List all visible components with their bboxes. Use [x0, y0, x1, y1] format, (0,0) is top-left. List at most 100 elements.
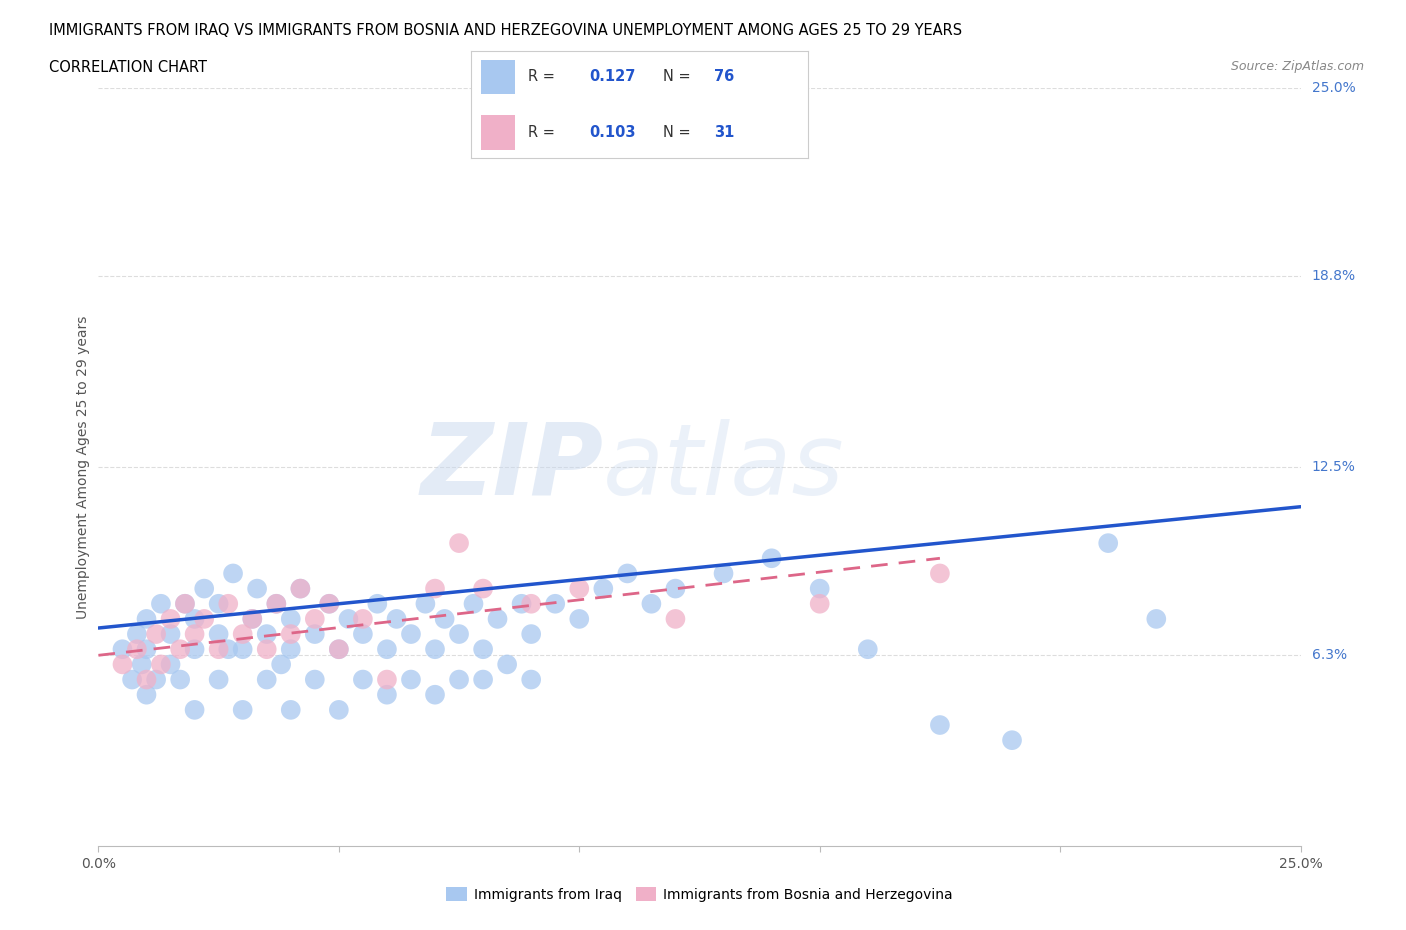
- Bar: [481, 115, 515, 150]
- Point: [183, 627, 205, 642]
- Point: [280, 642, 302, 657]
- Point: [544, 596, 567, 611]
- Point: [375, 672, 398, 687]
- Point: [266, 596, 288, 611]
- Point: [352, 672, 374, 687]
- Point: [640, 596, 662, 611]
- Point: [256, 672, 278, 687]
- Point: [1144, 612, 1167, 627]
- Point: [246, 581, 269, 596]
- Point: [592, 581, 614, 596]
- Point: [808, 596, 831, 611]
- Point: [280, 612, 302, 627]
- Point: [375, 642, 398, 657]
- Point: [366, 596, 388, 611]
- Legend: Immigrants from Iraq, Immigrants from Bosnia and Herzegovina: Immigrants from Iraq, Immigrants from Bo…: [440, 882, 959, 908]
- Text: R =: R =: [529, 125, 560, 140]
- Point: [520, 627, 543, 642]
- Text: Source: ZipAtlas.com: Source: ZipAtlas.com: [1230, 60, 1364, 73]
- Point: [135, 642, 157, 657]
- Point: [111, 657, 134, 671]
- Point: [520, 596, 543, 611]
- Point: [472, 581, 495, 596]
- Text: 0.127: 0.127: [589, 70, 636, 85]
- Point: [232, 642, 254, 657]
- Text: 31: 31: [714, 125, 734, 140]
- Text: 76: 76: [714, 70, 734, 85]
- Point: [193, 612, 215, 627]
- Text: N =: N =: [664, 125, 696, 140]
- Point: [328, 642, 350, 657]
- Point: [318, 596, 340, 611]
- Text: 12.5%: 12.5%: [1312, 460, 1355, 474]
- Bar: [481, 60, 515, 94]
- Point: [304, 627, 326, 642]
- Point: [447, 672, 470, 687]
- Point: [183, 612, 205, 627]
- Point: [352, 612, 374, 627]
- Point: [568, 612, 591, 627]
- Text: 6.3%: 6.3%: [1312, 648, 1347, 662]
- Point: [472, 642, 495, 657]
- Point: [1097, 536, 1119, 551]
- Point: [928, 718, 950, 733]
- Point: [664, 612, 686, 627]
- Point: [217, 596, 239, 611]
- Point: [928, 566, 950, 581]
- Point: [447, 536, 470, 551]
- Point: [761, 551, 783, 565]
- Point: [208, 596, 231, 611]
- Text: 25.0%: 25.0%: [1312, 81, 1355, 96]
- Point: [174, 596, 197, 611]
- Point: [423, 642, 446, 657]
- Point: [183, 642, 205, 657]
- Point: [352, 627, 374, 642]
- Text: IMMIGRANTS FROM IRAQ VS IMMIGRANTS FROM BOSNIA AND HERZEGOVINA UNEMPLOYMENT AMON: IMMIGRANTS FROM IRAQ VS IMMIGRANTS FROM …: [49, 23, 962, 38]
- Point: [125, 642, 148, 657]
- Text: atlas: atlas: [603, 418, 845, 516]
- Point: [232, 702, 254, 717]
- Point: [217, 642, 239, 657]
- Point: [290, 581, 312, 596]
- Text: N =: N =: [664, 70, 696, 85]
- Point: [447, 627, 470, 642]
- Point: [486, 612, 509, 627]
- Point: [433, 612, 456, 627]
- Point: [1001, 733, 1024, 748]
- Point: [616, 566, 638, 581]
- Point: [713, 566, 735, 581]
- Point: [183, 702, 205, 717]
- Point: [169, 642, 191, 657]
- Point: [304, 672, 326, 687]
- Y-axis label: Unemployment Among Ages 25 to 29 years: Unemployment Among Ages 25 to 29 years: [76, 315, 90, 619]
- Text: 18.8%: 18.8%: [1312, 270, 1355, 284]
- Point: [135, 612, 157, 627]
- Point: [111, 642, 134, 657]
- Point: [280, 702, 302, 717]
- Point: [472, 672, 495, 687]
- Point: [415, 596, 437, 611]
- Point: [280, 627, 302, 642]
- Point: [232, 627, 254, 642]
- Point: [496, 657, 519, 671]
- Point: [131, 657, 153, 671]
- Point: [423, 687, 446, 702]
- Point: [145, 672, 167, 687]
- Point: [256, 642, 278, 657]
- Point: [174, 596, 197, 611]
- Point: [375, 687, 398, 702]
- Point: [208, 672, 231, 687]
- Point: [520, 672, 543, 687]
- Point: [328, 702, 350, 717]
- Point: [337, 612, 360, 627]
- Point: [159, 657, 181, 671]
- Point: [240, 612, 263, 627]
- Point: [135, 687, 157, 702]
- Point: [256, 627, 278, 642]
- Point: [568, 581, 591, 596]
- Text: ZIP: ZIP: [420, 418, 603, 516]
- Point: [222, 566, 245, 581]
- Point: [145, 627, 167, 642]
- Point: [121, 672, 143, 687]
- Point: [399, 627, 422, 642]
